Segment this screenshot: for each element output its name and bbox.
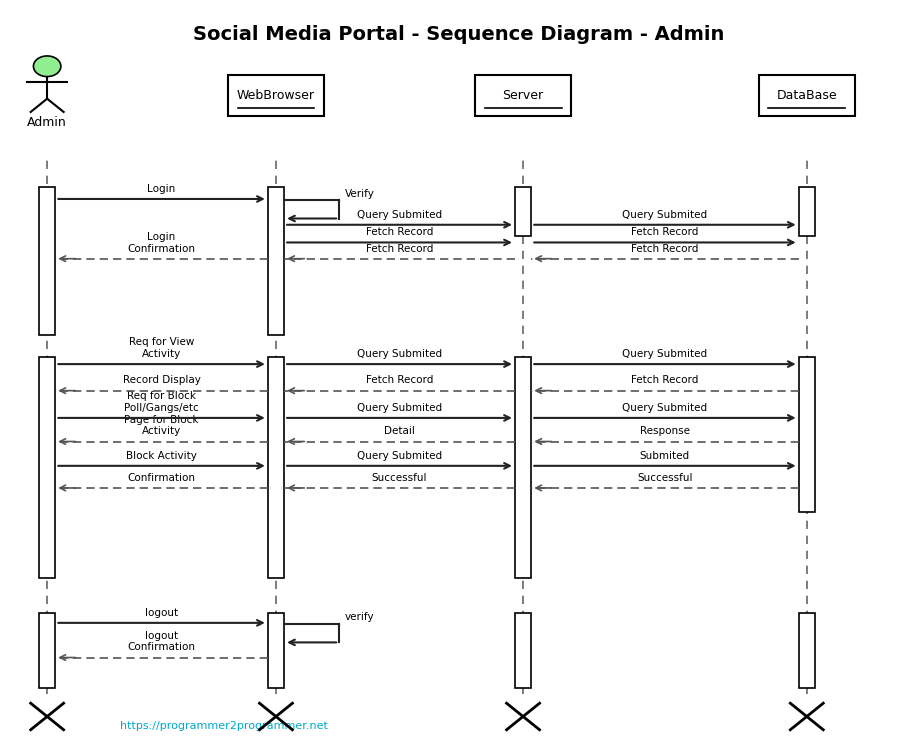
Text: https://programmer2programmer.net: https://programmer2programmer.net bbox=[120, 722, 329, 731]
Text: Login: Login bbox=[148, 184, 175, 194]
Text: Query Submited: Query Submited bbox=[357, 349, 442, 359]
Text: logout: logout bbox=[145, 608, 178, 618]
Text: verify: verify bbox=[344, 613, 375, 622]
Text: Response: Response bbox=[640, 426, 690, 437]
Text: Fetch Record: Fetch Record bbox=[366, 375, 433, 386]
Text: Query Submited: Query Submited bbox=[357, 209, 442, 220]
Text: Query Submited: Query Submited bbox=[357, 403, 442, 413]
Text: Fetch Record: Fetch Record bbox=[366, 243, 433, 254]
Text: Fetch Record: Fetch Record bbox=[632, 375, 699, 386]
Bar bbox=[39, 187, 55, 334]
Bar bbox=[268, 187, 285, 334]
Text: Social Media Portal - Sequence Diagram - Admin: Social Media Portal - Sequence Diagram -… bbox=[194, 25, 724, 44]
Bar bbox=[39, 613, 55, 688]
Text: Fetch Record: Fetch Record bbox=[632, 243, 699, 254]
Bar bbox=[268, 357, 285, 578]
Text: Query Submited: Query Submited bbox=[357, 451, 442, 461]
Text: DataBase: DataBase bbox=[777, 90, 837, 102]
Bar bbox=[475, 75, 571, 116]
Ellipse shape bbox=[33, 56, 61, 76]
Text: Fetch Record: Fetch Record bbox=[366, 227, 433, 238]
Bar bbox=[515, 357, 532, 578]
Bar bbox=[515, 613, 532, 688]
Text: Confirmation: Confirmation bbox=[128, 473, 196, 482]
Bar bbox=[228, 75, 324, 116]
Text: Login
Confirmation: Login Confirmation bbox=[128, 232, 196, 254]
Text: WebBrowser: WebBrowser bbox=[237, 90, 315, 102]
Text: Admin: Admin bbox=[28, 116, 67, 130]
Bar bbox=[39, 357, 55, 578]
Text: Server: Server bbox=[502, 90, 543, 102]
Text: Query Submited: Query Submited bbox=[622, 209, 708, 220]
Bar bbox=[799, 187, 815, 236]
Text: logout
Confirmation: logout Confirmation bbox=[128, 630, 196, 653]
Text: Query Submited: Query Submited bbox=[622, 349, 708, 359]
Text: Req for View
Activity: Req for View Activity bbox=[129, 337, 195, 359]
Text: Submited: Submited bbox=[640, 451, 690, 461]
Bar bbox=[515, 187, 532, 236]
Text: Block Activity: Block Activity bbox=[126, 451, 197, 461]
Text: Detail: Detail bbox=[384, 426, 415, 437]
Text: Page for Block
Activity: Page for Block Activity bbox=[124, 414, 199, 437]
Text: Req for Block
Poll/Gangs/etc: Req for Block Poll/Gangs/etc bbox=[124, 391, 199, 413]
Text: Fetch Record: Fetch Record bbox=[632, 227, 699, 238]
Text: Verify: Verify bbox=[344, 189, 375, 198]
Bar bbox=[759, 75, 855, 116]
Bar bbox=[799, 357, 815, 511]
Text: Query Submited: Query Submited bbox=[622, 403, 708, 413]
Text: Successful: Successful bbox=[637, 473, 693, 482]
Text: Successful: Successful bbox=[372, 473, 427, 482]
Bar bbox=[268, 613, 285, 688]
Bar bbox=[799, 613, 815, 688]
Text: Record Display: Record Display bbox=[123, 375, 200, 386]
